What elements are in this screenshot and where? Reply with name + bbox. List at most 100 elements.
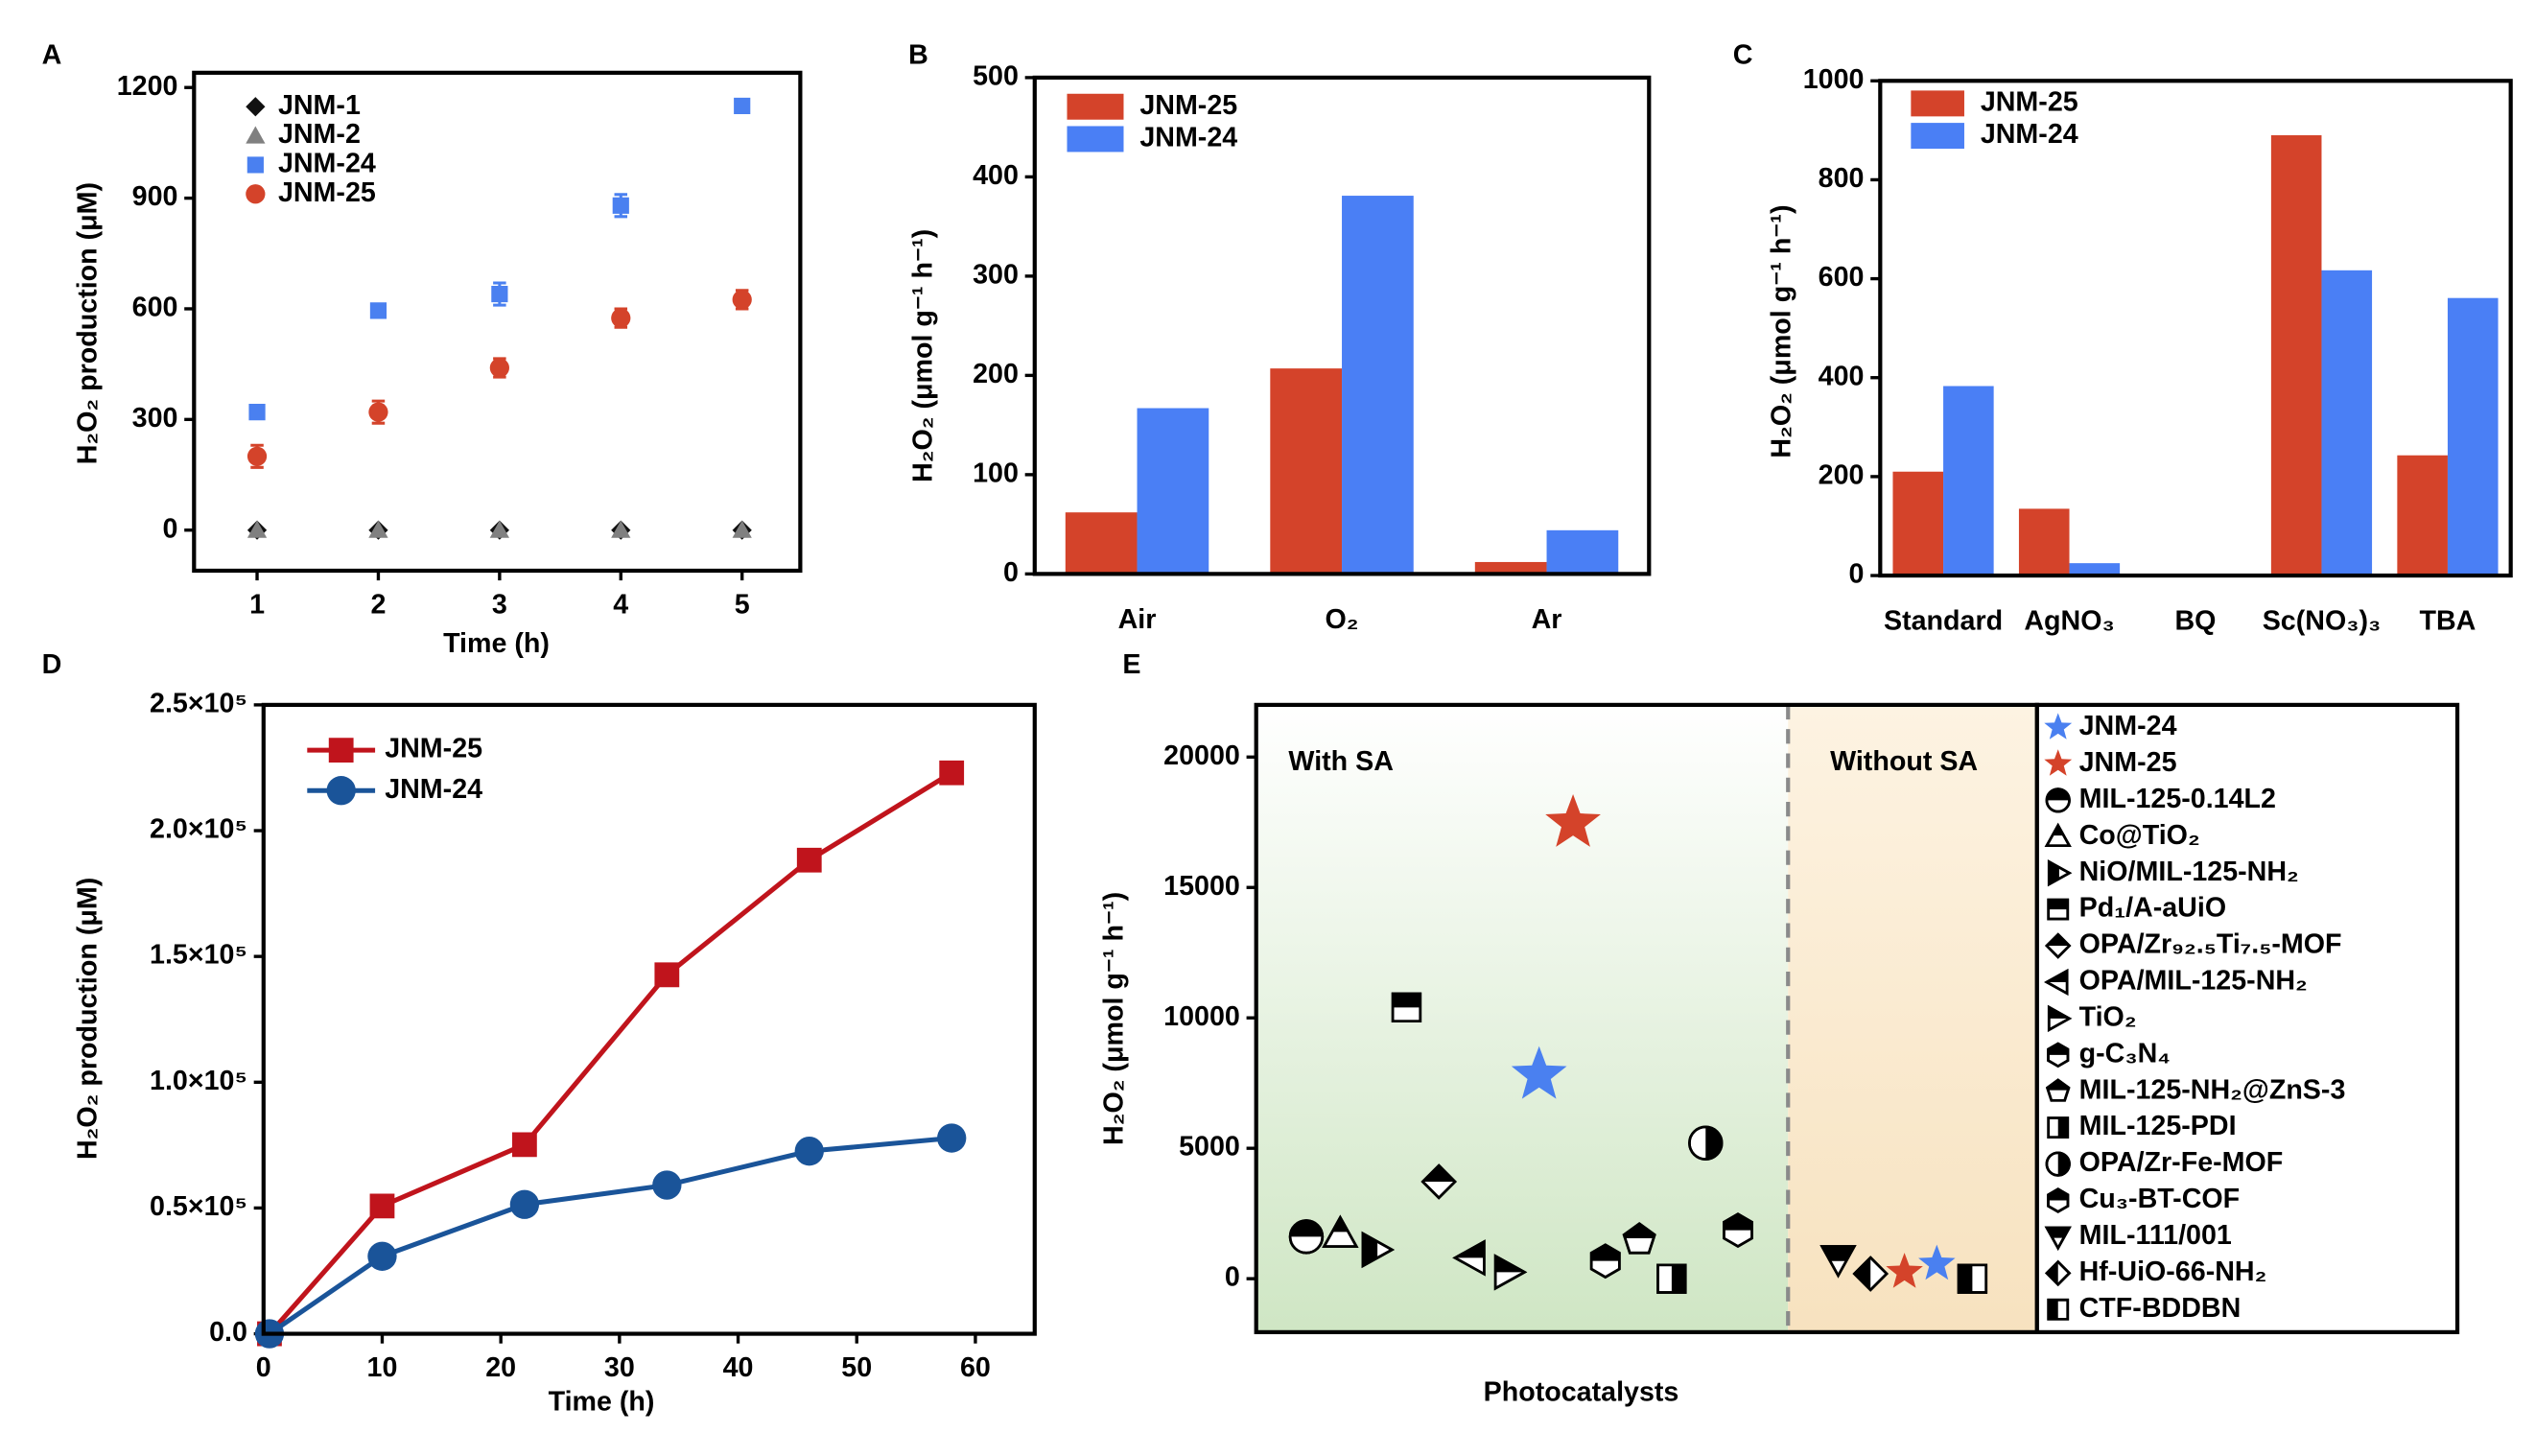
y-tick-label: 300	[132, 403, 178, 434]
y-tick-label: 1.0×10⁵	[150, 1066, 247, 1096]
marker-shape	[1511, 1045, 1567, 1099]
x-tick-label: 3	[492, 590, 507, 621]
marker-shape	[2045, 1259, 2072, 1287]
marker	[369, 1193, 395, 1219]
marker	[1656, 1263, 1687, 1294]
marker-shape	[937, 1123, 967, 1153]
marker-shape	[2044, 713, 2073, 740]
bar	[1137, 408, 1209, 575]
region-without-sa	[1788, 704, 2037, 1332]
y-axis-label: H₂O₂ production (μM)	[72, 878, 103, 1160]
x-tick-label: 50	[841, 1352, 872, 1383]
marker	[1589, 1243, 1621, 1280]
marker	[367, 1241, 397, 1271]
y-tick-label: 0.0	[209, 1317, 247, 1348]
marker-shape	[2044, 1226, 2072, 1252]
marker	[2044, 822, 2072, 848]
x-tick-label: O₂	[1326, 604, 1359, 635]
legend-label: JNM-25	[1139, 90, 1237, 121]
marker-shape	[1391, 992, 1422, 1023]
marker	[2047, 1116, 2070, 1139]
marker	[246, 97, 266, 117]
y-tick-label: 600	[132, 293, 178, 323]
marker	[611, 308, 631, 328]
legend-label: MIL-125-0.14L2	[2079, 784, 2276, 814]
marker-shape	[1361, 1231, 1396, 1269]
x-tick-label: 30	[604, 1352, 635, 1383]
marker-shape	[1821, 1246, 1855, 1261]
marker-shape	[328, 738, 354, 763]
legend-label: JNM-2	[278, 119, 361, 150]
marker-shape	[2045, 787, 2071, 813]
x-tick-label: TBA	[2420, 605, 2476, 636]
marker	[937, 1123, 967, 1153]
bar	[1065, 512, 1138, 575]
legend-label: CTF-BDDBN	[2079, 1293, 2242, 1324]
y-tick-label: 0.5×10⁵	[150, 1191, 247, 1222]
marker	[246, 446, 268, 466]
marker-shape	[2045, 932, 2072, 959]
marker	[939, 760, 965, 786]
marker-shape	[369, 302, 387, 319]
marker-shape	[1331, 1217, 1349, 1233]
marker-shape	[654, 962, 680, 988]
y-tick-label: 400	[1819, 361, 1865, 391]
y-tick-label: 2.5×10⁵	[150, 688, 247, 718]
marker-shape	[2057, 1117, 2068, 1138]
marker-shape	[1854, 1257, 1871, 1290]
y-tick-label: 600	[1819, 262, 1865, 293]
marker-shape	[1886, 1253, 1923, 1288]
marker-shape	[326, 776, 356, 806]
marker	[2045, 1078, 2071, 1102]
marker-shape	[248, 404, 266, 421]
legend-label: JNM-1	[278, 90, 361, 121]
marker	[1511, 1045, 1567, 1099]
y-tick-label: 0	[163, 513, 178, 544]
y-tick-label: 200	[1819, 459, 1865, 490]
x-tick-label: Standard	[1884, 605, 2003, 636]
y-tick-label: 300	[973, 259, 1019, 290]
marker-shape	[2046, 1261, 2058, 1285]
marker	[1957, 1263, 1988, 1294]
marker-shape	[367, 1241, 397, 1271]
marker	[611, 520, 631, 538]
marker-shape	[796, 847, 822, 873]
marker-shape	[1671, 1264, 1686, 1293]
y-axis-label: H₂O₂ (μmol g⁻¹ h⁻¹)	[1767, 204, 1797, 458]
line	[268, 770, 953, 1336]
legend-label: OPA/Zr₉₂.₅Ti₇.₅-MOF	[2079, 929, 2342, 960]
legend-swatch	[1911, 90, 1964, 117]
marker	[1420, 1163, 1457, 1200]
marker-shape	[2044, 968, 2069, 997]
y-tick-label: 800	[1819, 163, 1865, 194]
marker-shape	[2046, 934, 2070, 947]
marker-shape	[1959, 1264, 1973, 1293]
y-tick-label: 100	[973, 458, 1019, 488]
marker	[512, 1132, 537, 1158]
legend-label: Hf-UiO-66-NH₂	[2079, 1256, 2267, 1287]
panel-label: E	[1122, 649, 1140, 680]
x-tick-label: 2	[370, 590, 386, 621]
marker-shape	[246, 156, 264, 174]
marker	[2044, 968, 2069, 997]
legend-swatch	[1067, 126, 1124, 153]
y-tick-label: 0	[1225, 1262, 1240, 1293]
marker-shape	[246, 126, 266, 144]
bar	[2069, 563, 2121, 576]
marker-shape	[369, 1193, 395, 1219]
marker-shape	[1288, 1219, 1325, 1255]
legend-swatch	[1067, 93, 1124, 120]
legend-label: JNM-24	[385, 774, 482, 805]
marker	[326, 776, 356, 806]
x-tick-label: 60	[960, 1352, 991, 1383]
y-tick-label: 10000	[1163, 1001, 1240, 1032]
legend-label: MIL-111/001	[2079, 1220, 2232, 1251]
bar	[1546, 529, 1619, 575]
marker-shape	[2047, 1187, 2070, 1213]
marker-shape	[491, 285, 508, 303]
marker-shape	[732, 290, 752, 310]
marker-shape	[2047, 1298, 2070, 1321]
marker-shape	[1393, 994, 1420, 1008]
marker	[2047, 1042, 2070, 1069]
marker-shape	[489, 358, 509, 378]
